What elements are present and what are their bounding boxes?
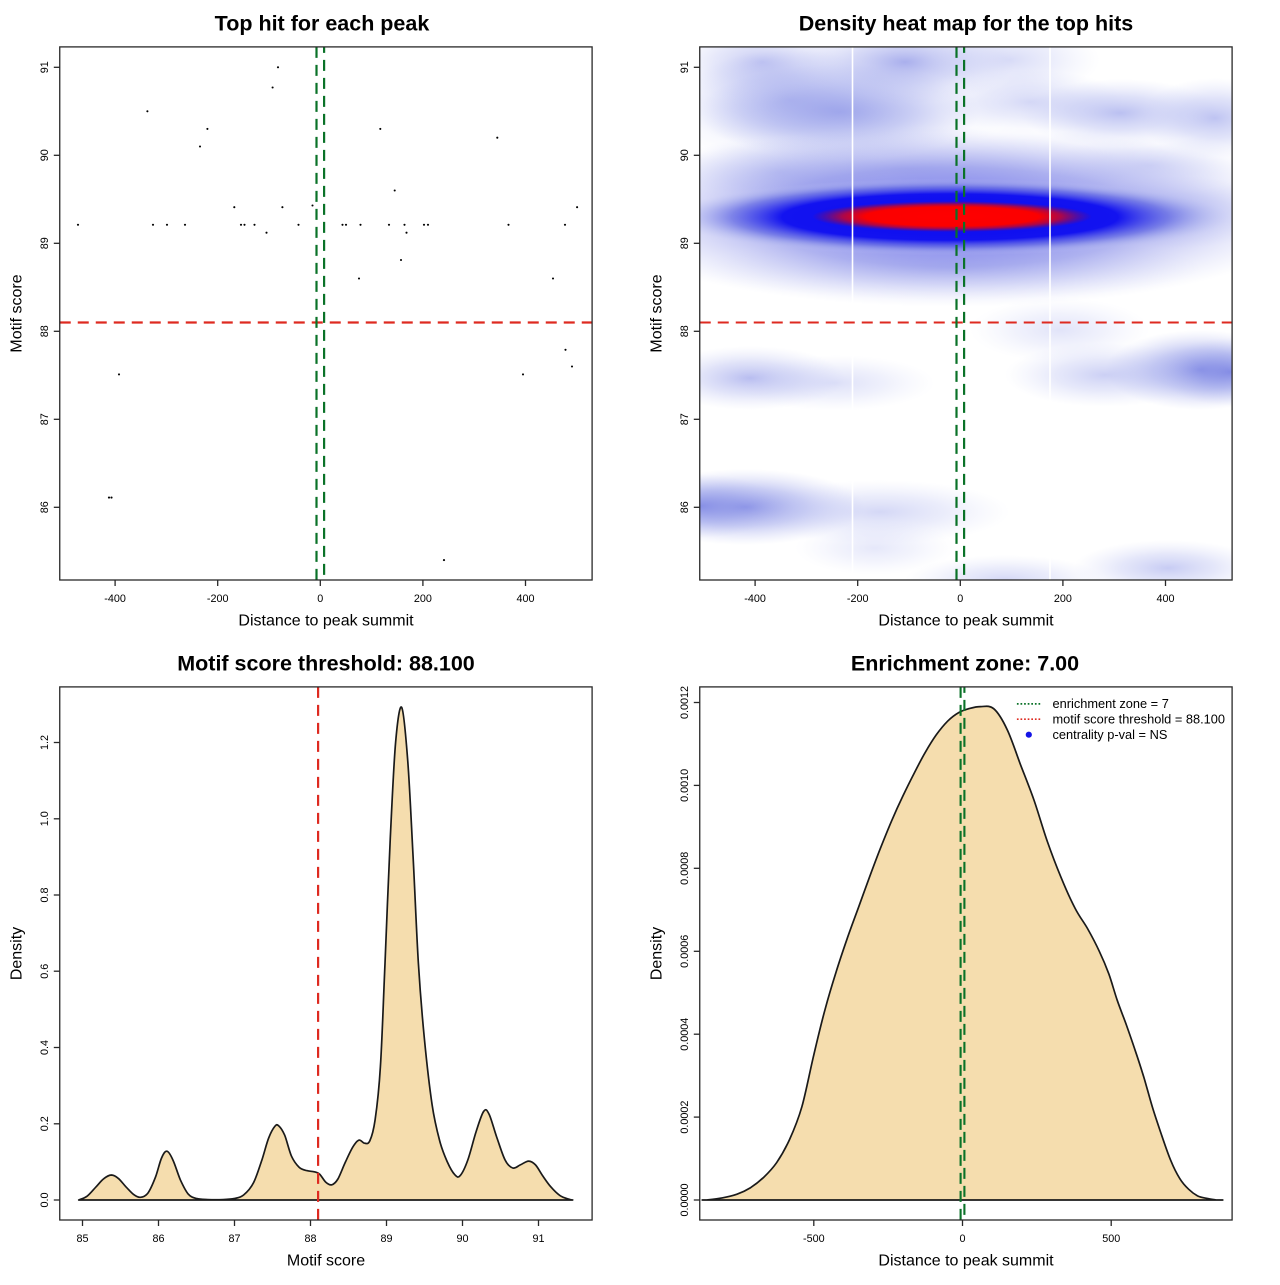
svg-text:1.0: 1.0: [39, 811, 51, 826]
svg-text:0.4: 0.4: [39, 1040, 51, 1055]
svg-text:90: 90: [39, 149, 51, 161]
svg-text:0.0004: 0.0004: [679, 1018, 691, 1051]
svg-text:Enrichment zone: 7.00: Enrichment zone: 7.00: [851, 652, 1079, 676]
svg-text:87: 87: [228, 1233, 240, 1245]
svg-text:0.0012: 0.0012: [679, 686, 691, 719]
svg-text:-200: -200: [207, 593, 229, 605]
svg-text:86: 86: [39, 501, 51, 513]
svg-text:Distance to peak summit: Distance to peak summit: [878, 613, 1054, 630]
svg-text:88: 88: [679, 325, 691, 337]
svg-text:86: 86: [679, 501, 691, 513]
svg-text:0: 0: [317, 593, 323, 605]
svg-text:91: 91: [532, 1233, 544, 1245]
svg-text:Distance to peak summit: Distance to peak summit: [878, 1253, 1054, 1270]
svg-text:centrality p-val = NS: centrality p-val = NS: [1053, 727, 1168, 742]
svg-text:0.2: 0.2: [39, 1116, 51, 1131]
svg-text:89: 89: [380, 1233, 392, 1245]
svg-text:0.0000: 0.0000: [679, 1183, 691, 1216]
svg-text:-400: -400: [744, 593, 766, 605]
svg-text:0.6: 0.6: [39, 964, 51, 979]
svg-text:89: 89: [679, 237, 691, 249]
svg-text:Density: Density: [9, 927, 26, 980]
svg-text:Top hit for each peak: Top hit for each peak: [215, 12, 430, 36]
svg-text:86: 86: [152, 1233, 164, 1245]
svg-text:-200: -200: [847, 593, 869, 605]
svg-text:85: 85: [76, 1233, 88, 1245]
svg-text:200: 200: [414, 593, 432, 605]
svg-text:1.2: 1.2: [39, 735, 51, 750]
svg-text:0.0008: 0.0008: [679, 852, 691, 885]
svg-text:Motif score threshold: 88.100: Motif score threshold: 88.100: [177, 652, 475, 676]
svg-text:Density heat map for the top h: Density heat map for the top hits: [799, 12, 1134, 36]
svg-text:0.8: 0.8: [39, 887, 51, 902]
svg-text:Motif score: Motif score: [9, 274, 26, 352]
svg-text:enrichment zone = 7: enrichment zone = 7: [1053, 696, 1169, 711]
svg-text:87: 87: [679, 413, 691, 425]
svg-text:Distance to peak summit: Distance to peak summit: [238, 613, 414, 630]
svg-text:-400: -400: [104, 593, 126, 605]
svg-text:400: 400: [516, 593, 534, 605]
svg-text:87: 87: [39, 413, 51, 425]
svg-text:91: 91: [39, 61, 51, 73]
svg-text:Density: Density: [649, 927, 666, 980]
svg-text:0.0: 0.0: [39, 1192, 51, 1207]
svg-text:0: 0: [959, 1233, 965, 1245]
svg-text:90: 90: [679, 149, 691, 161]
svg-text:Motif score: Motif score: [649, 274, 666, 352]
svg-text:200: 200: [1054, 593, 1072, 605]
svg-text:91: 91: [679, 61, 691, 73]
svg-text:motif score threshold = 88.100: motif score threshold = 88.100: [1053, 711, 1226, 726]
svg-text:0.0002: 0.0002: [679, 1101, 691, 1134]
svg-text:0.0010: 0.0010: [679, 769, 691, 802]
svg-text:Motif score: Motif score: [287, 1253, 365, 1270]
svg-text:89: 89: [39, 237, 51, 249]
svg-text:500: 500: [1102, 1233, 1120, 1245]
svg-text:-500: -500: [803, 1233, 825, 1245]
svg-text:0.0006: 0.0006: [679, 935, 691, 968]
svg-text:88: 88: [39, 325, 51, 337]
svg-text:90: 90: [456, 1233, 468, 1245]
svg-text:0: 0: [957, 593, 963, 605]
svg-text:88: 88: [304, 1233, 316, 1245]
svg-text:400: 400: [1156, 593, 1174, 605]
